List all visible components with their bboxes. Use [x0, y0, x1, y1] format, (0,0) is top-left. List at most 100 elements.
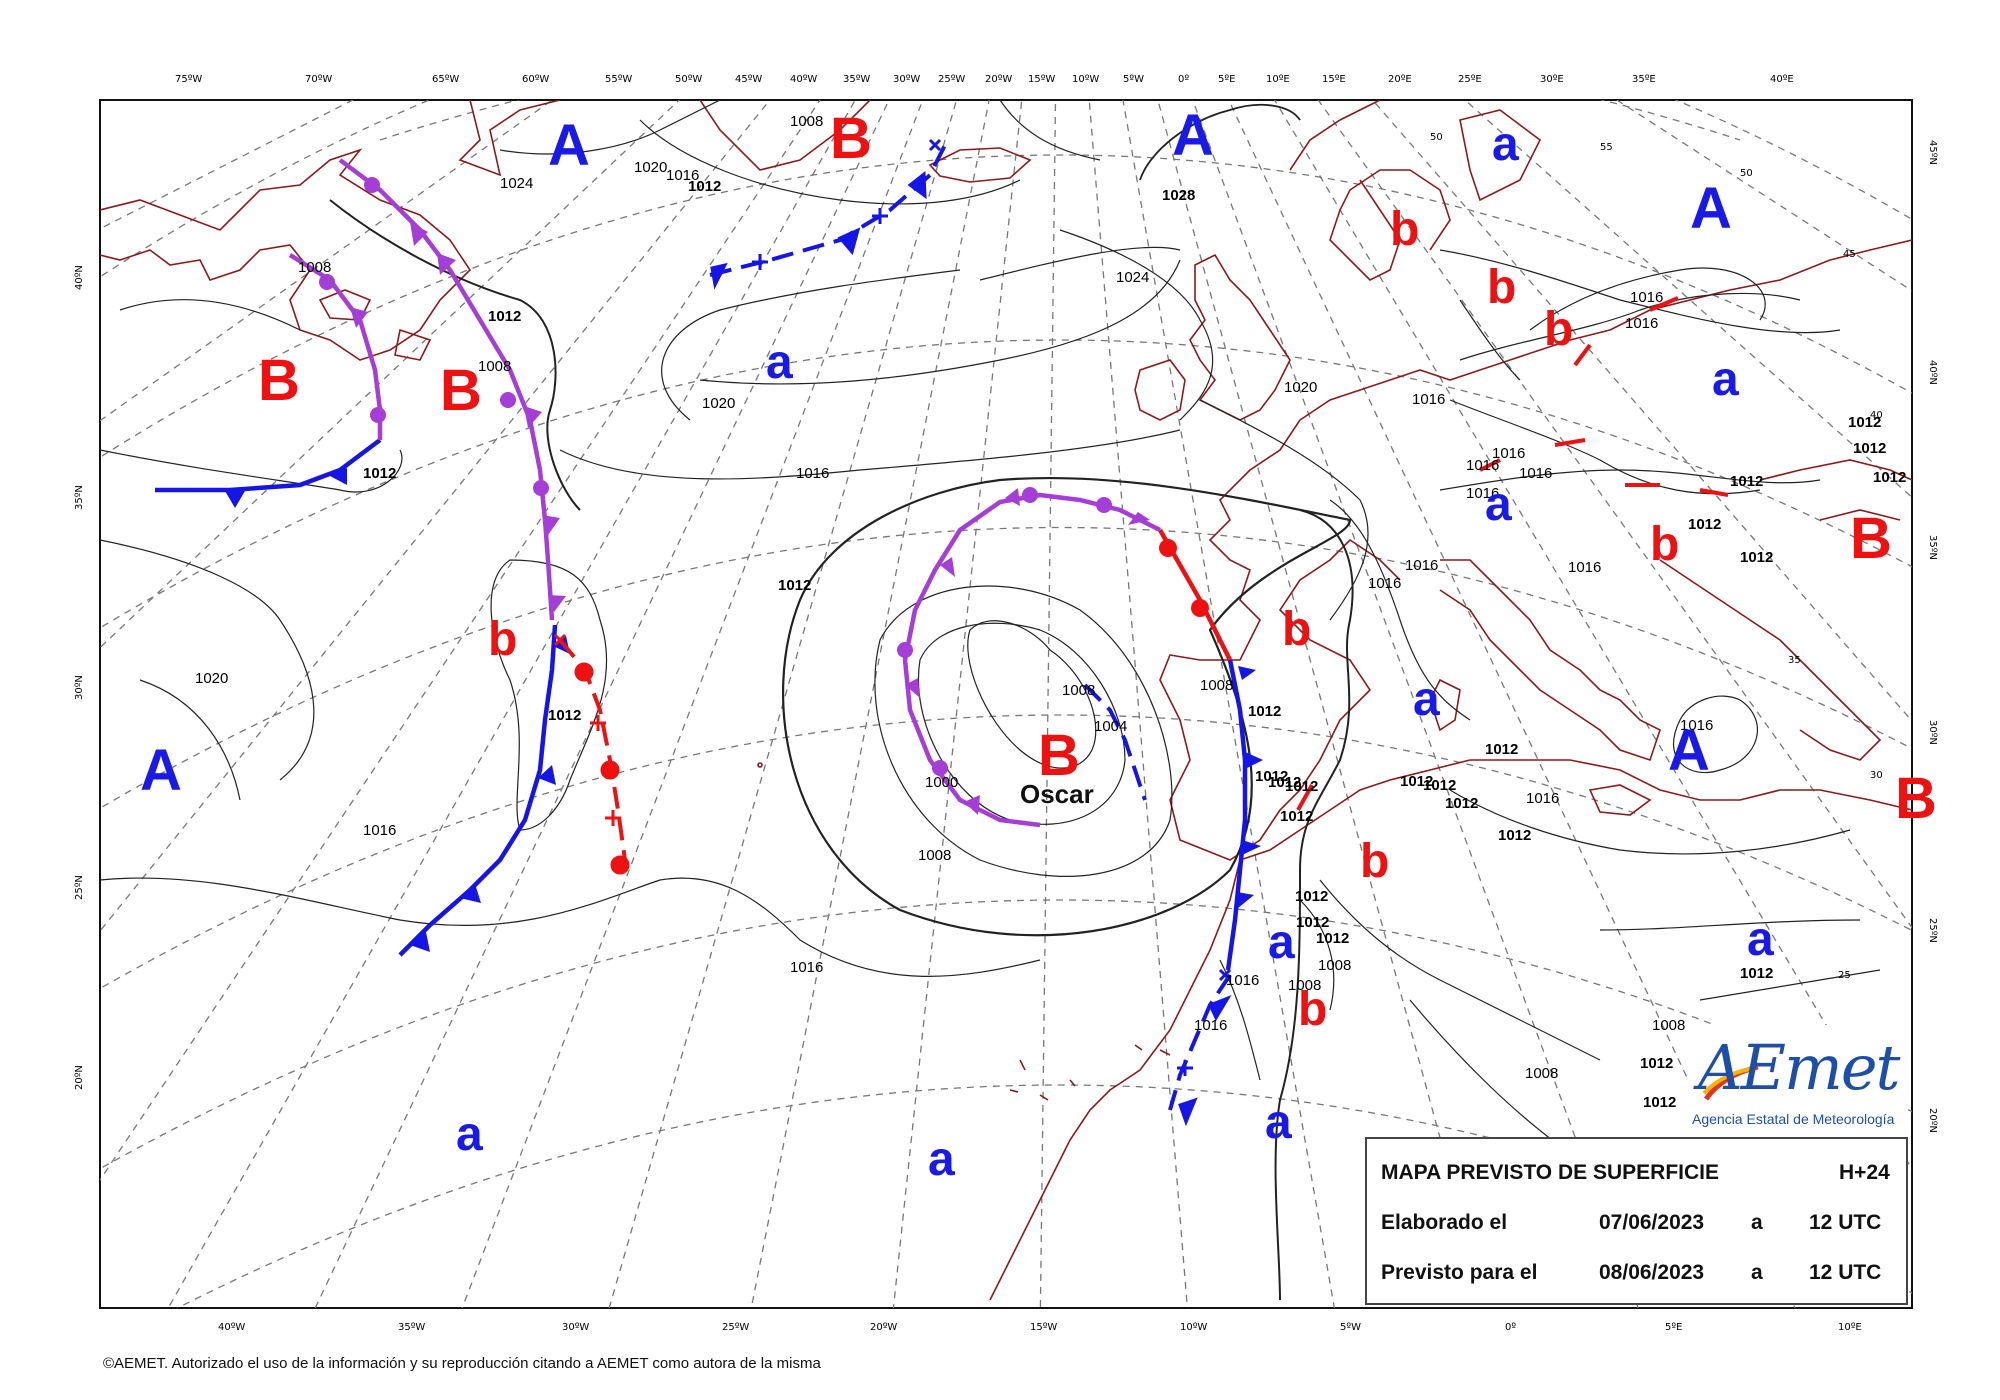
lon-label: 40ºE: [1770, 74, 1794, 85]
isobar-label: 1016: [1466, 485, 1499, 502]
lat-label: 30: [1870, 770, 1883, 781]
isobar-label: 1016: [796, 465, 829, 482]
isobar-label: 1004: [1094, 718, 1127, 735]
lon-label: 40ºW: [218, 1322, 245, 1333]
isobar-label: 1028: [1162, 187, 1195, 204]
isobar-label: 1012: [1280, 808, 1313, 825]
lat-label: 30ºN: [1927, 720, 1938, 745]
isobar-label: 1012: [1296, 914, 1329, 931]
cold-front-west-2: [398, 624, 558, 957]
low-pressure-center: B: [1850, 506, 1892, 571]
low-pressure-center-minor: b: [1298, 983, 1327, 1036]
isobar-label: 1012: [1445, 795, 1478, 812]
lat-label: 50: [1740, 168, 1753, 179]
lon-label: 40ºW: [790, 74, 817, 85]
isobar-azores-1016: [559, 429, 1181, 480]
isobar-label: 1016: [1630, 289, 1663, 306]
isobar-label: 1012: [1740, 549, 1773, 566]
lon-label: 30ºW: [893, 74, 920, 85]
lon-label: 45ºW: [735, 74, 762, 85]
isobar-label: 1020: [1284, 379, 1317, 396]
forecast-info-box: MAPA PREVISTO DE SUPERFICIE H+24 Elabora…: [1365, 1137, 1908, 1305]
occluded-front-oscar: [902, 492, 1162, 828]
lat-label: 20ºN: [74, 1065, 85, 1090]
lon-label: 25ºW: [938, 74, 965, 85]
bottom-longitude-labels: 40ºW 35ºW 30ºW 25ºW 20ºW 15ºW 10ºW 5ºW 0…: [218, 1322, 1862, 1333]
coast-iberia: [1159, 419, 1401, 861]
warm-front-dissipating-marks: [553, 633, 630, 875]
low-pressure-center-minor: b: [488, 613, 517, 666]
lon-label: 20ºE: [1388, 74, 1412, 85]
storm-name: Oscar: [1020, 779, 1094, 809]
pressure-centers: A B A A B B B A B A B a b b a a b b b a …: [140, 103, 1937, 1186]
made-a: a: [1751, 1211, 1763, 1234]
logo-subtitle: Agencia Estatal de Meteorología: [1692, 1111, 1895, 1127]
coast-iceland: [928, 147, 1032, 183]
isobar-label: 1012: [1268, 774, 1301, 791]
high-pressure-center: A: [140, 738, 182, 803]
isobar-label: 1012: [1873, 469, 1906, 486]
lat-label: 30ºN: [74, 675, 85, 700]
isobar-label: 1012: [363, 465, 396, 482]
lon-label: 20ºW: [985, 74, 1012, 85]
high-pressure-center-minor: a: [1492, 118, 1519, 171]
coast-north-america: [100, 148, 472, 361]
right-latitude-labels: 45ºN 40ºN 35ºN 30ºN 25ºN 20ºN: [1927, 140, 1938, 1133]
lon-label: 10ºW: [1072, 74, 1099, 85]
low-pressure-center-minor: b: [1390, 203, 1419, 256]
isobar-label: 1012: [1848, 414, 1881, 431]
isobar-label: 1016: [1412, 391, 1445, 408]
isobar-labels: 1008 1016 1012 1024 1020 1028 1008 1024 …: [195, 113, 1906, 1111]
valid-time: 12 UTC: [1809, 1261, 1882, 1284]
isobar-label: 1024: [1116, 269, 1149, 286]
low-pressure-center: B: [258, 348, 300, 413]
isobar-label: 1012: [1688, 516, 1721, 533]
coast-italy: [1439, 559, 1661, 762]
low-pressure-center-minor: b: [1650, 518, 1679, 571]
coast-scandinavia: [1289, 100, 1451, 281]
isobar-label: 1008: [790, 113, 823, 130]
isobar-label: 1012: [1295, 888, 1328, 905]
isobar-label: 1012: [1485, 741, 1518, 758]
isobar-label: 1008: [478, 358, 511, 375]
isobar-label: 1012: [1640, 1055, 1673, 1072]
lat-label: 35: [1788, 655, 1801, 666]
isobar-label: 1012: [1730, 473, 1763, 490]
isobar-label: 1008: [298, 259, 331, 276]
lon-label: 50ºW: [675, 74, 702, 85]
isobar-label: 1012: [688, 178, 721, 195]
isobar-label: 1020: [195, 670, 228, 687]
high-pressure-center: A: [1690, 176, 1732, 241]
high-pressure-center-minor: a: [456, 1108, 483, 1161]
valid-a: a: [1751, 1261, 1763, 1284]
lat-label: 35ºN: [74, 485, 85, 510]
low-pressure-center-minor: b: [1487, 261, 1516, 314]
made-date: 07/06/2023: [1599, 1211, 1705, 1234]
made-time: 12 UTC: [1809, 1211, 1882, 1234]
info-row-title: MAPA PREVISTO DE SUPERFICIE H+24: [1381, 1161, 1890, 1185]
lat-label: 25ºN: [74, 875, 85, 900]
aemet-logo: AEmet Agencia Estatal de Meteorología: [1688, 1025, 1908, 1137]
isobar-label: 1016: [1368, 575, 1401, 592]
cold-front-dissipating-marks: [710, 138, 1232, 1127]
lat-label: 40: [1870, 410, 1883, 421]
forecast-hour: H+24: [1839, 1161, 1890, 1184]
isobar-label: 1012: [1316, 930, 1349, 947]
isobar-label: 1012: [1853, 440, 1886, 457]
low-pressure-center-minor: b: [1360, 835, 1389, 888]
cold-front-iberia: [1225, 659, 1248, 971]
high-pressure-center: A: [1668, 718, 1710, 783]
lon-label: 60ºW: [522, 74, 549, 85]
inner-latitude-labels: 55 50 45 50 40 35 30 25: [1430, 132, 1883, 981]
valid-label: Previsto para el: [1381, 1261, 1538, 1284]
isobar-west-1012: [329, 199, 581, 511]
lon-label: 15ºE: [1322, 74, 1346, 85]
lon-label: 15ºW: [1030, 1322, 1057, 1333]
lat-label: 20ºN: [1927, 1108, 1938, 1133]
lon-label: 15ºW: [1028, 74, 1055, 85]
isobar-label: 1016: [1492, 445, 1525, 462]
high-pressure-center: A: [548, 113, 590, 178]
lat-label: 40ºN: [1927, 360, 1938, 385]
coast-greenland: [458, 100, 561, 177]
isobar-label: 1016: [666, 167, 699, 184]
